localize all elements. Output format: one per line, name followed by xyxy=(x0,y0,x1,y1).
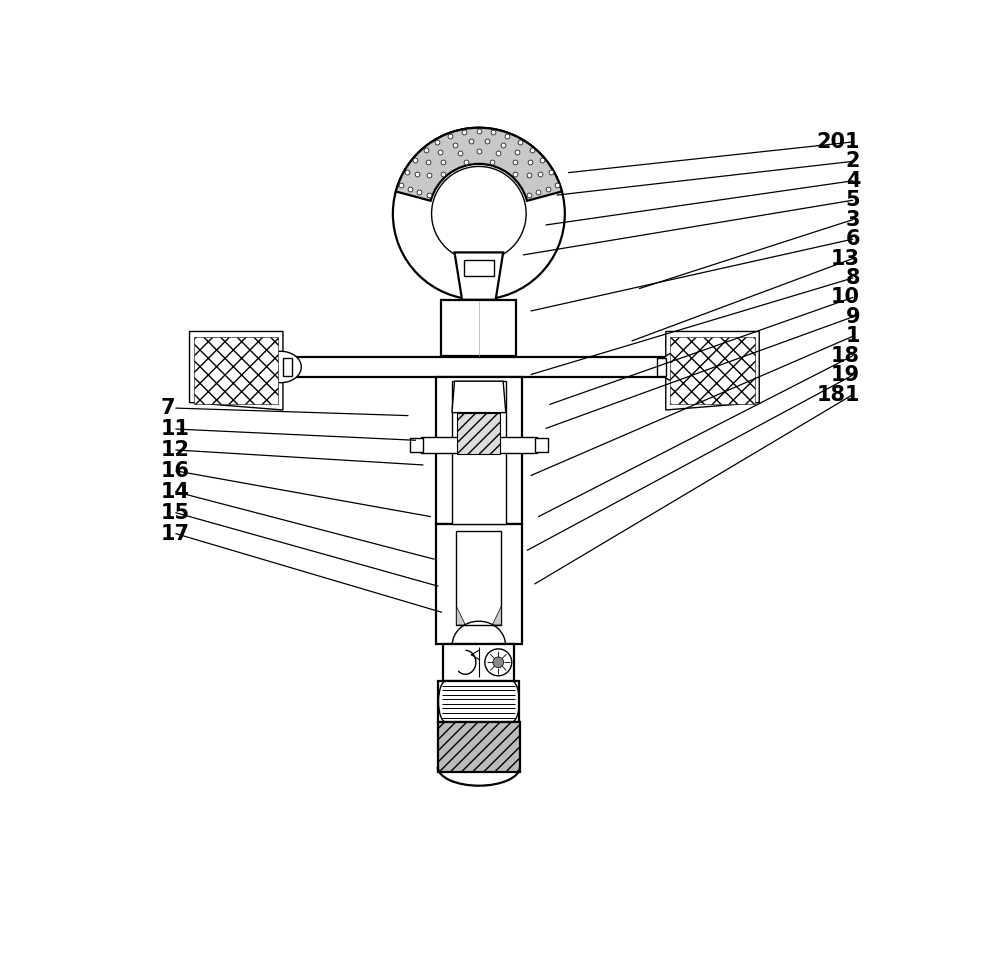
Bar xyxy=(194,337,278,404)
Polygon shape xyxy=(452,382,506,413)
Text: 5: 5 xyxy=(846,190,860,211)
Circle shape xyxy=(493,657,504,668)
Bar xyxy=(436,378,522,524)
Bar xyxy=(698,351,711,384)
Bar xyxy=(443,644,514,681)
Bar xyxy=(456,531,501,625)
Text: 181: 181 xyxy=(817,385,860,405)
Bar xyxy=(452,382,506,524)
Text: 12: 12 xyxy=(161,440,190,460)
Polygon shape xyxy=(456,606,465,625)
Ellipse shape xyxy=(660,352,701,383)
Bar xyxy=(255,356,707,378)
Text: 17: 17 xyxy=(161,523,190,544)
Text: 8: 8 xyxy=(846,268,860,288)
Polygon shape xyxy=(190,331,283,410)
Bar xyxy=(410,438,423,452)
Bar xyxy=(283,358,292,376)
Polygon shape xyxy=(666,331,759,410)
Bar xyxy=(438,681,519,722)
Polygon shape xyxy=(492,606,501,625)
Bar xyxy=(457,413,500,453)
Text: 16: 16 xyxy=(161,461,190,481)
Text: 19: 19 xyxy=(831,365,860,385)
Bar xyxy=(249,351,263,384)
Text: 10: 10 xyxy=(831,287,860,308)
Text: 9: 9 xyxy=(846,307,860,327)
Text: 13: 13 xyxy=(831,249,860,269)
Polygon shape xyxy=(455,252,503,300)
Text: 11: 11 xyxy=(161,419,190,439)
Ellipse shape xyxy=(260,352,301,383)
Bar xyxy=(436,524,522,644)
Bar xyxy=(535,438,548,452)
Text: 3: 3 xyxy=(846,210,860,230)
Bar xyxy=(441,300,516,355)
Circle shape xyxy=(485,649,512,676)
Bar xyxy=(464,260,494,277)
Text: 2: 2 xyxy=(846,151,860,171)
Bar xyxy=(438,722,520,772)
Text: 6: 6 xyxy=(846,229,860,250)
Text: 201: 201 xyxy=(817,132,860,151)
Bar xyxy=(438,722,520,772)
Text: 4: 4 xyxy=(846,171,860,191)
Wedge shape xyxy=(396,128,562,201)
Bar xyxy=(657,358,666,376)
Bar xyxy=(670,337,755,404)
Text: 1: 1 xyxy=(846,326,860,347)
Circle shape xyxy=(393,128,565,300)
Text: 14: 14 xyxy=(161,482,190,502)
Circle shape xyxy=(432,166,526,261)
Text: 15: 15 xyxy=(161,503,190,522)
Bar xyxy=(421,437,537,453)
Text: 7: 7 xyxy=(161,398,176,419)
Text: 18: 18 xyxy=(831,346,860,366)
